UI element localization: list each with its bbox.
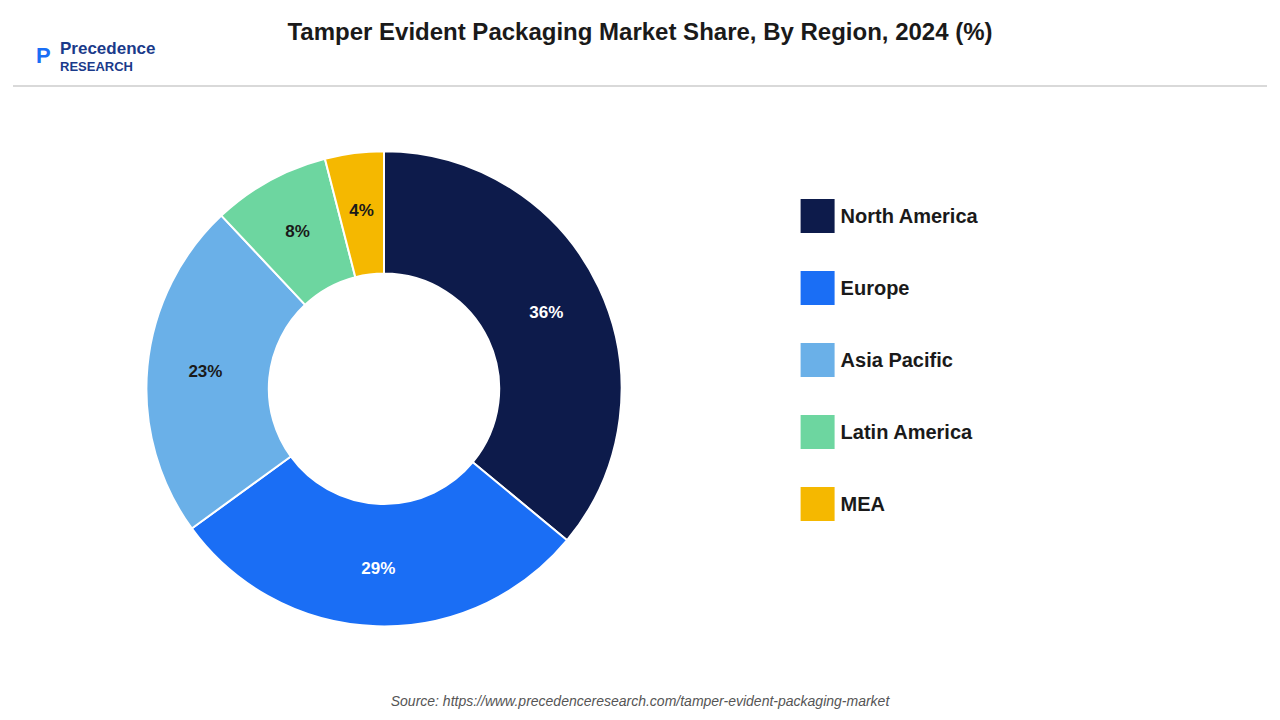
svg-text:23%: 23% (188, 362, 222, 381)
svg-text:36%: 36% (529, 303, 563, 322)
svg-text:8%: 8% (285, 222, 310, 241)
svg-text:29%: 29% (361, 559, 395, 578)
svg-text:Latin America: Latin America (841, 421, 973, 443)
svg-text:MEA: MEA (841, 493, 885, 515)
svg-text:Precedence: Precedence (60, 39, 155, 58)
svg-text:Source: https://www.precedence: Source: https://www.precedenceresearch.c… (391, 693, 891, 709)
svg-text:4%: 4% (349, 201, 374, 220)
svg-text:Europe: Europe (841, 277, 910, 299)
svg-text:RESEARCH: RESEARCH (60, 59, 133, 74)
svg-text:North America: North America (841, 205, 979, 227)
svg-text:P: P (36, 43, 51, 68)
svg-text:Asia Pacific: Asia Pacific (841, 349, 953, 371)
svg-text:Tamper Evident Packaging Marke: Tamper Evident Packaging Market Share, B… (287, 18, 992, 45)
